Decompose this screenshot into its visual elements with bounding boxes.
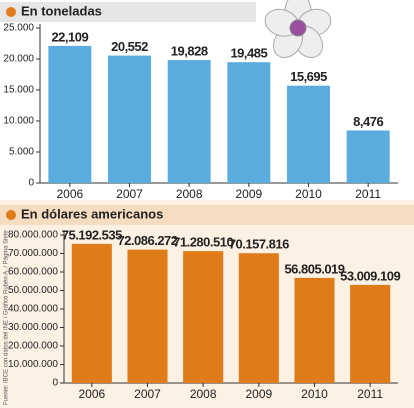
value-label: 70.157.816: [229, 237, 289, 252]
y-tick-label: 5.000: [9, 147, 34, 158]
y-tick-label: 15.000: [3, 85, 34, 96]
bar: [227, 62, 271, 183]
bar: [48, 45, 92, 184]
x-tick-label: 2009: [245, 387, 272, 401]
x-tick-label: 2011: [357, 387, 383, 401]
y-tick-label: 20.000: [3, 54, 34, 65]
flower: [264, 0, 332, 58]
value-label: 15,695: [290, 69, 327, 84]
bar: [183, 251, 224, 383]
chart-title: En toneladas: [21, 3, 102, 18]
bar: [346, 130, 390, 183]
y-tick-label: 0: [28, 178, 34, 189]
header-band: [0, 205, 414, 225]
y-tick-label: 60.000.000: [8, 267, 58, 278]
bar: [350, 284, 391, 383]
y-tick-label: 10.000: [3, 116, 34, 127]
header-dot: [6, 210, 16, 220]
x-tick-label: 2008: [176, 187, 203, 201]
value-label: 8,476: [353, 114, 383, 129]
y-tick-label: 80.000.000: [8, 230, 58, 241]
x-tick-label: 2007: [116, 187, 143, 201]
header-band: [0, 2, 256, 22]
bar: [127, 249, 168, 383]
value-label: 71.280.510: [173, 235, 233, 250]
y-tick-label: 70.000.000: [8, 248, 58, 259]
x-tick-label: 2011: [355, 187, 381, 201]
header-dot: [6, 7, 16, 17]
y-tick-label: 20.000.000: [8, 341, 58, 352]
value-label: 22,109: [51, 29, 88, 44]
y-tick-label: 40.000.000: [8, 304, 58, 315]
bar: [238, 253, 279, 383]
value-label: 72.086.272: [117, 233, 177, 248]
value-label: 20,552: [111, 39, 148, 54]
x-tick-label: 2009: [235, 187, 262, 201]
x-tick-label: 2006: [78, 387, 105, 401]
bar: [294, 277, 335, 383]
value-label: 53.009.109: [340, 268, 400, 283]
y-tick-label: 50.000.000: [8, 285, 58, 296]
y-tick-label: 0: [52, 378, 58, 389]
bar: [71, 243, 112, 383]
x-tick-label: 2006: [56, 187, 83, 201]
chart-title: En dólares americanos: [21, 206, 163, 221]
value-label: 19,485: [230, 46, 267, 61]
value-label: 19,828: [171, 44, 208, 59]
value-label: 56.805.019: [284, 261, 344, 276]
x-tick-label: 2008: [190, 387, 217, 401]
value-label: 75.192.535: [62, 227, 122, 242]
x-tick-label: 2007: [134, 387, 161, 401]
bar: [167, 60, 211, 183]
bar: [108, 55, 151, 183]
y-tick-label: 25.000: [3, 23, 34, 34]
y-tick-label: 10.000.000: [8, 359, 58, 370]
x-tick-label: 2010: [301, 387, 328, 401]
bar: [287, 85, 330, 183]
x-tick-label: 2010: [295, 187, 322, 201]
y-tick-label: 30.000.000: [8, 322, 58, 333]
source: Fuente: IBCE con datos del INE / Gráfico…: [4, 230, 10, 405]
